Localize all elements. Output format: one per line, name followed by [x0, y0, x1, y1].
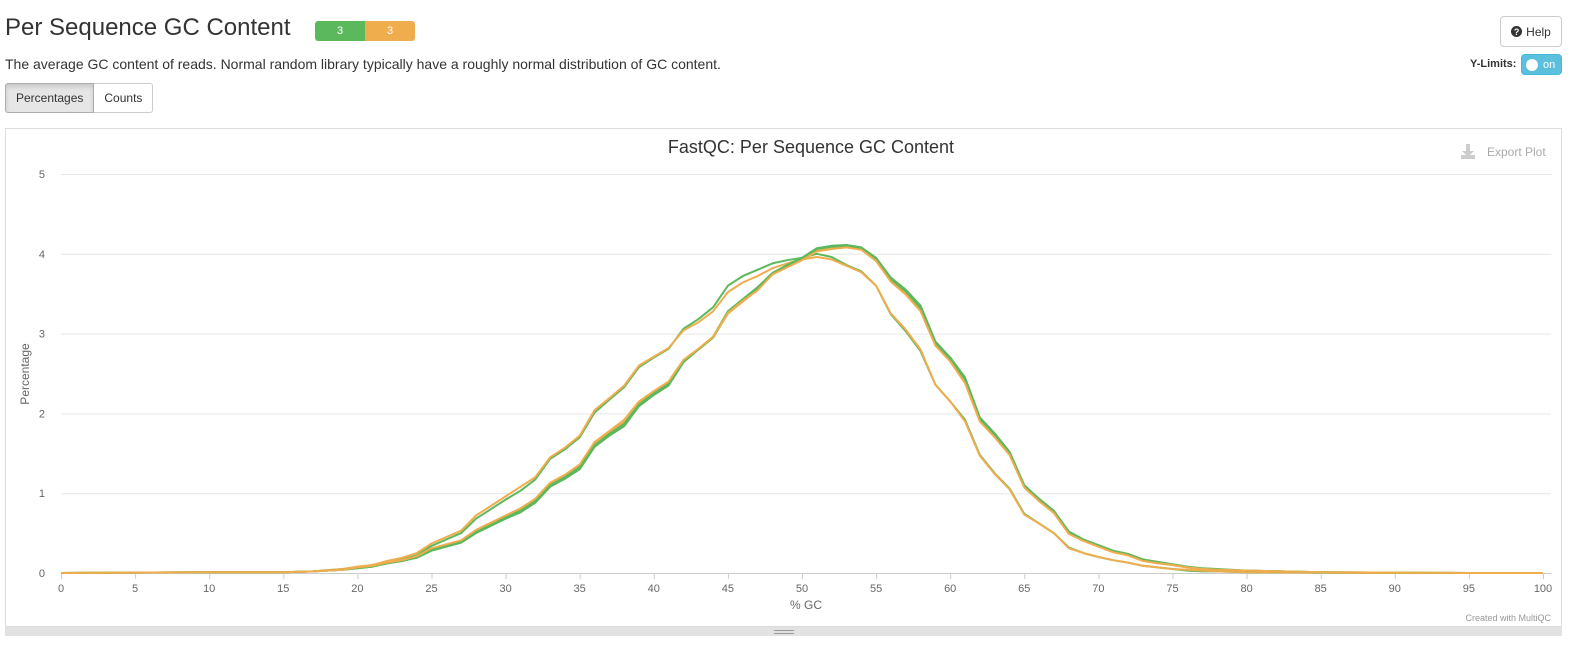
x-tick-label: 60 — [944, 583, 956, 595]
section-description: The average GC content of reads. Normal … — [5, 56, 721, 72]
tab-percentages[interactable]: Percentages — [5, 83, 95, 113]
gc-content-chart: FastQC: Per Sequence GC Content Export P… — [18, 137, 1552, 623]
x-tick-label: 0 — [58, 583, 64, 595]
plot-resize-handle[interactable] — [5, 627, 1562, 636]
y-tick-label: 0 — [39, 568, 45, 580]
y-tick-label: 5 — [39, 169, 45, 181]
x-tick-label: 40 — [648, 583, 660, 595]
x-axis-label: % GC — [790, 598, 822, 612]
x-tick-label: 70 — [1092, 583, 1104, 595]
status-pass-count[interactable]: 3 — [315, 21, 365, 41]
tab-counts[interactable]: Counts — [94, 83, 154, 113]
status-bar: 3 3 — [315, 21, 415, 41]
chart-title: FastQC: Per Sequence GC Content — [668, 137, 954, 157]
series-line-5[interactable] — [60, 244, 1543, 574]
x-tick-label: 45 — [722, 583, 734, 595]
question-circle-icon: ? — [1511, 26, 1523, 37]
data-view-tabs: Percentages Counts — [5, 83, 154, 113]
help-button[interactable]: ? Help — [1500, 16, 1562, 47]
download-icon — [1461, 144, 1475, 159]
page-title: Per Sequence GC Content — [5, 14, 291, 41]
x-tick-label: 75 — [1166, 583, 1178, 595]
ylimits-toggle[interactable]: on — [1521, 54, 1562, 75]
x-tick-label: 35 — [574, 583, 586, 595]
series-line-4[interactable] — [60, 245, 1543, 574]
x-tick-label: 55 — [870, 583, 882, 595]
status-warn-count[interactable]: 3 — [365, 21, 415, 41]
ylimits-label: Y-Limits: — [1470, 58, 1517, 70]
ylimits-toggle-label: on — [1543, 58, 1556, 71]
x-tick-label: 65 — [1018, 583, 1030, 595]
x-tick-label: 95 — [1463, 583, 1475, 595]
y-tick-label: 4 — [39, 249, 45, 261]
toggle-knob — [1526, 58, 1538, 71]
x-tick-label: 30 — [499, 583, 511, 595]
export-plot-button[interactable]: Export Plot — [1461, 144, 1546, 159]
x-tick-label: 50 — [796, 583, 808, 595]
x-tick-label: 5 — [132, 583, 138, 595]
y-tick-label: 2 — [39, 408, 45, 420]
x-tick-label: 20 — [351, 583, 363, 595]
export-plot-label: Export Plot — [1487, 145, 1546, 159]
multiqc-credit: Created with MultiQC — [1465, 613, 1551, 623]
x-tick-label: 25 — [425, 583, 437, 595]
plot-container: FastQC: Per Sequence GC Content Export P… — [5, 128, 1562, 627]
x-tick-label: 10 — [203, 583, 215, 595]
y-tick-label: 3 — [39, 329, 45, 341]
x-tick-label: 100 — [1534, 583, 1552, 595]
help-label: Help — [1526, 24, 1551, 39]
x-tick-label: 80 — [1240, 583, 1252, 595]
series-line-3[interactable] — [60, 244, 1543, 574]
series-line-6[interactable] — [60, 246, 1543, 574]
x-tick-label: 85 — [1315, 583, 1327, 595]
series-line-2[interactable] — [60, 256, 1543, 574]
y-tick-label: 1 — [39, 488, 45, 500]
x-tick-label: 90 — [1389, 583, 1401, 595]
x-tick-label: 15 — [277, 583, 289, 595]
y-axis-label: Percentage — [18, 343, 32, 405]
resize-grip-icon — [773, 629, 794, 634]
